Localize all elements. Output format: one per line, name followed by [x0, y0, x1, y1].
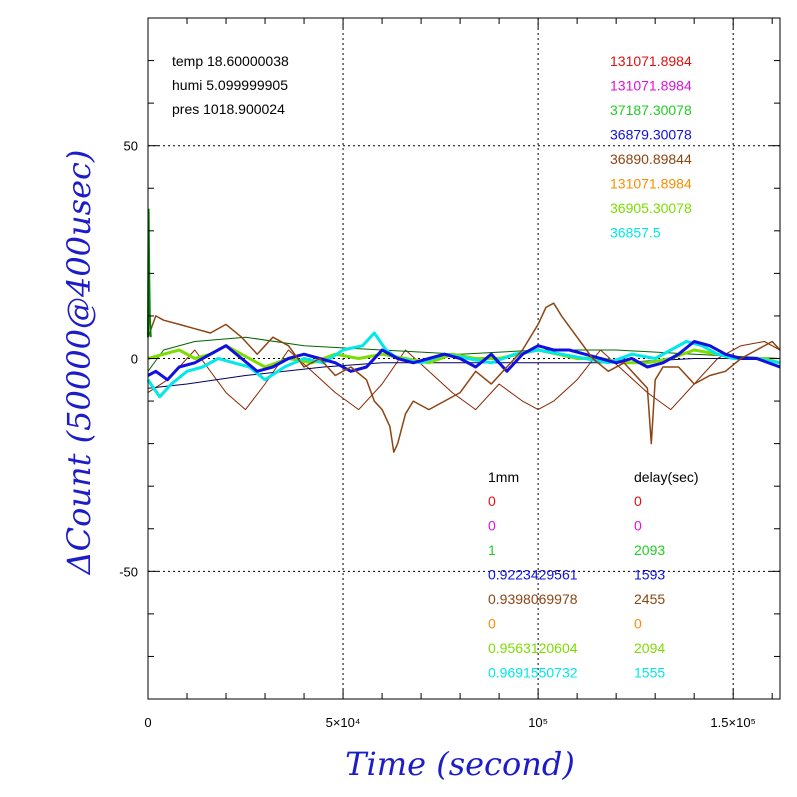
table-header-1mm: 1mm: [488, 469, 519, 485]
x-axis-title: Time (second): [345, 745, 575, 783]
table-cell-1mm: 0: [488, 616, 496, 632]
env-label-temp: temp 18.60000038: [172, 53, 289, 69]
plot-series: [146, 208, 781, 453]
table-cell-1mm: 0.9563120604: [488, 640, 578, 656]
axis-ticks: 0 5×10⁴ 10⁵ 1.5×10⁵ 50 0 -50: [119, 17, 780, 730]
series-line-6: [147, 302, 781, 453]
right-value: 131071.8984: [610, 78, 692, 94]
table-cell-delay: 0: [634, 493, 642, 509]
x-tick-label: 1.5×10⁵: [710, 715, 756, 730]
table-cell-delay: 2093: [634, 542, 665, 558]
table-cell-1mm: 0: [488, 518, 496, 534]
right-values: 131071.8984 131071.8984 37187.30078 36879.3…: [610, 53, 692, 241]
table-cell-delay: 1555: [634, 665, 665, 681]
env-label-pres: pres 1018.900024: [172, 101, 285, 117]
series-line-0: [147, 341, 781, 411]
right-value: 131071.8984: [610, 53, 692, 69]
y-tick-label: 50: [124, 139, 138, 154]
table-cell-delay: 1593: [634, 567, 665, 583]
table-cell-1mm: 0.9398069978: [488, 591, 578, 607]
table-cell-delay: 2094: [634, 640, 665, 656]
table-cell-delay: 0: [634, 518, 642, 534]
table-cell-delay: 0: [634, 616, 642, 632]
right-value: 36890.89844: [610, 151, 692, 167]
table-cell-1mm: 0.9223429561: [488, 567, 578, 583]
table-cell-1mm: 0: [488, 493, 496, 509]
y-tick-label: 0: [131, 352, 138, 367]
y-tick-label: -50: [119, 564, 138, 579]
series-line-4: [146, 331, 781, 399]
table-cell-delay: 2455: [634, 591, 665, 607]
table-cell-1mm: 0.9691550732: [488, 665, 578, 681]
table-header-delay: delay(sec): [634, 469, 699, 485]
table-rows: 0 0 0 0 1 2093 0.9223429561 1593 0.9398069978 245…: [488, 493, 665, 681]
x-tick-label: 5×10⁴: [326, 715, 361, 730]
x-tick-label: 0: [144, 715, 151, 730]
env-label-humi: humi 5.099999905: [172, 77, 288, 93]
right-value: 36879.30078: [610, 127, 692, 143]
right-value: 36905.30078: [610, 200, 692, 216]
right-value: 36857.5: [610, 225, 661, 241]
series-line-5: [147, 340, 781, 382]
right-value: 131071.8984: [610, 176, 692, 192]
right-value: 37187.30078: [610, 102, 692, 118]
x-tick-label: 10⁵: [528, 715, 548, 730]
table-cell-1mm: 1: [488, 542, 496, 558]
y-axis-title: ΔCount (50000@400usec): [60, 150, 98, 577]
